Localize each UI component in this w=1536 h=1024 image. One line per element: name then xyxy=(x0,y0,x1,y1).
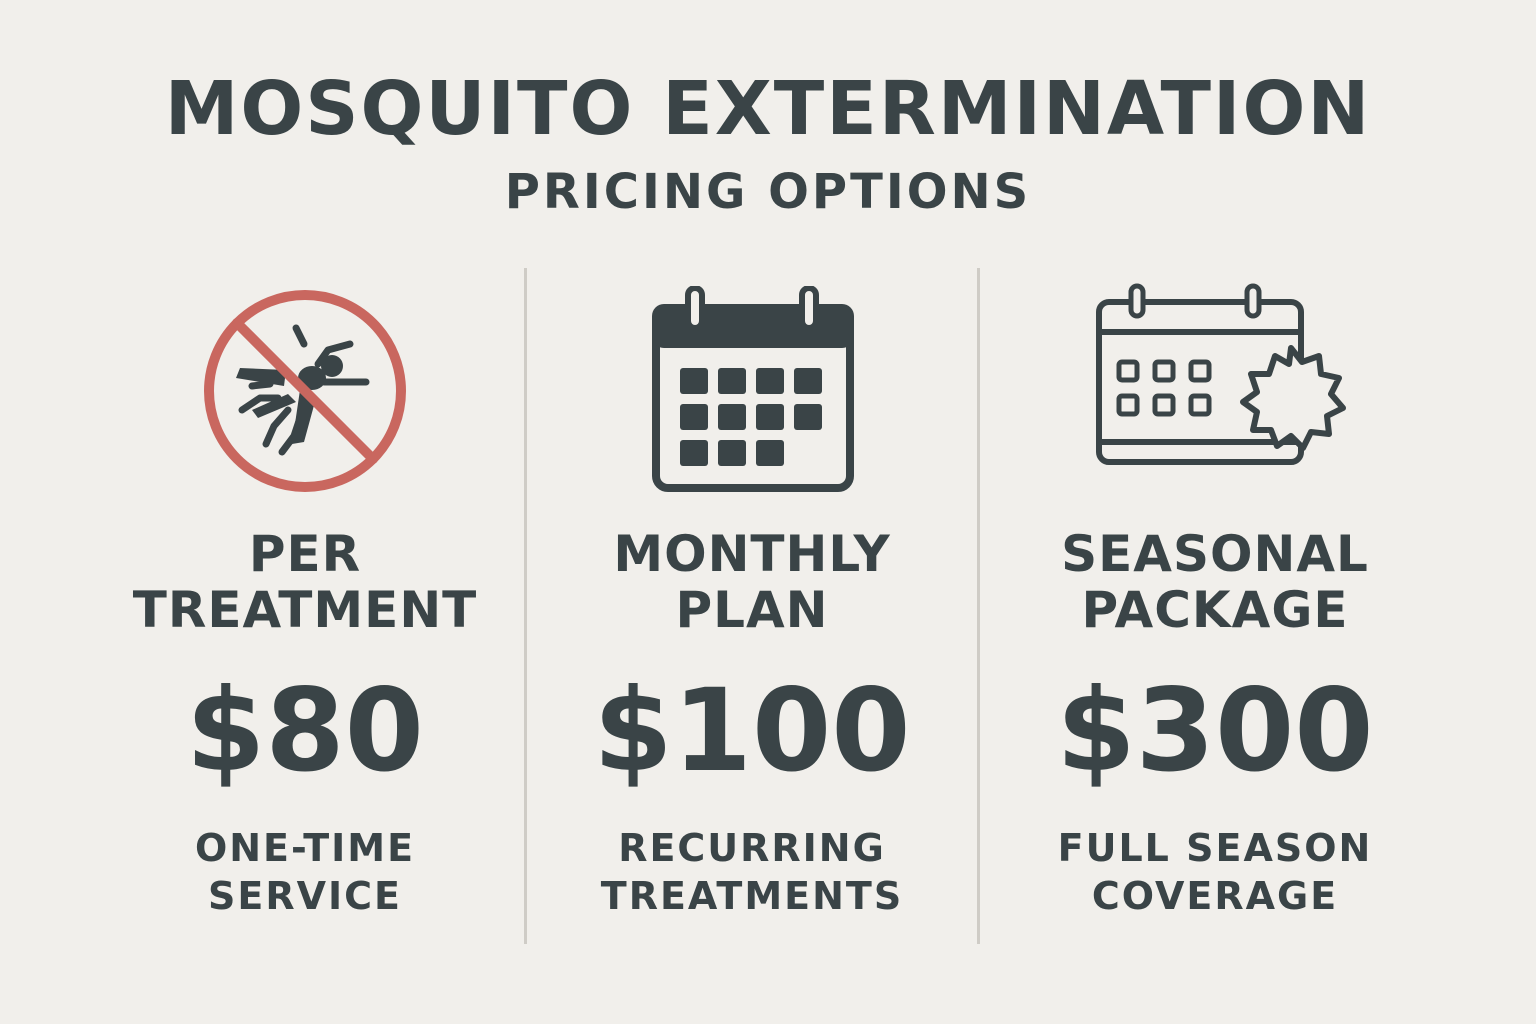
plan-price: $300 xyxy=(1056,664,1374,797)
plan-name: MONTHLY PLAN xyxy=(613,525,891,639)
no-mosquito-icon xyxy=(204,290,406,492)
plan-price: $80 xyxy=(186,664,424,797)
plan-name: PER TREATMENT xyxy=(132,525,478,639)
plan-card-seasonal: SEASONAL PACKAGE $300 FULL SEASON COVERA… xyxy=(985,280,1445,940)
plan-description: RECURRING TREATMENTS xyxy=(600,826,904,918)
plan-card-monthly: MONTHLY PLAN $100 RECURRING TREATMENTS xyxy=(532,280,972,940)
column-divider xyxy=(524,268,527,944)
plan-card-per-treatment: PER TREATMENT $80 ONE-TIME SERVICE xyxy=(90,280,520,940)
plan-price: $100 xyxy=(593,664,911,797)
calendar-icon xyxy=(652,286,854,492)
plan-description: FULL SEASON COVERAGE xyxy=(1057,826,1373,918)
page-subtitle: PRICING OPTIONS xyxy=(504,164,1032,220)
column-divider xyxy=(977,268,980,944)
calendar-sun-icon xyxy=(1096,283,1346,465)
page-title: MOSQUITO EXTERMINATION xyxy=(164,66,1372,152)
plan-description: ONE-TIME SERVICE xyxy=(194,826,416,918)
plan-name: SEASONAL PACKAGE xyxy=(1061,525,1369,639)
